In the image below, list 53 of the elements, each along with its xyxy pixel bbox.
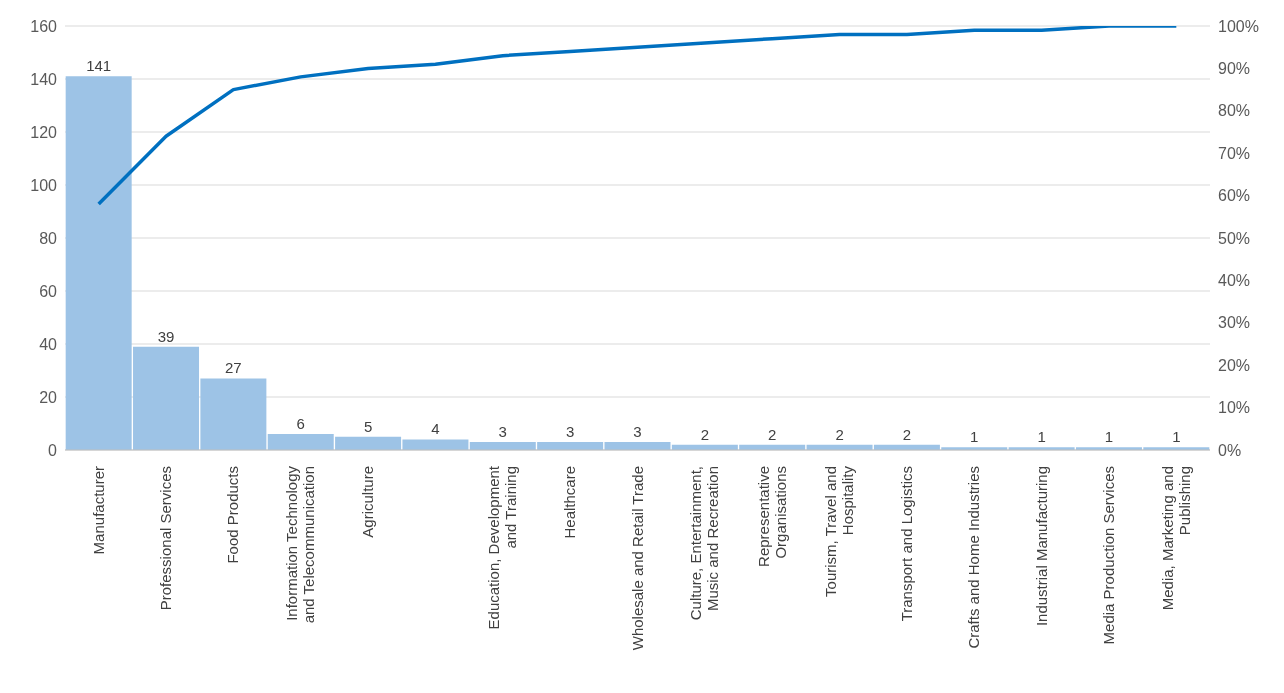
y-tick-label: 40 (39, 335, 58, 353)
y2-tick-label: 0% (1218, 441, 1242, 459)
x-tick-label: Representative Organisations (754, 466, 789, 567)
data-label: 2 (835, 425, 844, 443)
data-label: 141 (86, 57, 112, 75)
x-tick-label: Industrial Manufacturing (1032, 466, 1050, 627)
y-tick-label: 140 (30, 70, 58, 88)
x-tick-label: Culture, Entertainment, Music and Recreation (687, 466, 722, 621)
y2-tick-label: 100% (1218, 17, 1259, 35)
data-label: 1 (1037, 428, 1046, 446)
x-tick-label: Crafts and Home Industries (965, 466, 983, 649)
y-tick-label: 60 (39, 282, 58, 300)
data-label: 39 (157, 327, 175, 345)
y2-tick-label: 80% (1218, 102, 1251, 120)
x-tick-label: Media, Marketing and Publishing (1158, 466, 1193, 611)
x-tick-label: Media Production Services (1099, 466, 1117, 645)
x-tick-label: Education, Development and Training (485, 465, 520, 630)
data-label: 4 (431, 420, 440, 438)
y2-tick-label: 10% (1218, 399, 1251, 417)
data-label: 3 (633, 423, 642, 441)
data-label: 1 (1172, 428, 1181, 446)
data-label: 2 (768, 425, 777, 443)
y2-tick-label: 30% (1218, 314, 1251, 332)
data-label: 6 (296, 415, 305, 433)
y2-tick-label: 70% (1218, 144, 1251, 162)
data-label: 3 (498, 423, 507, 441)
data-label: 2 (902, 425, 912, 443)
x-tick-label: Wholesale and Retail Trade (628, 466, 646, 651)
x-tick-label: Food Products (224, 466, 242, 564)
y2-tick-label: 60% (1218, 187, 1251, 205)
y2-tick-label: 90% (1218, 60, 1251, 78)
data-label: 2 (700, 425, 710, 443)
y-tick-label: 0 (48, 441, 58, 459)
y-tick-label: 120 (30, 123, 58, 141)
x-tick-label: Tourism, Travel and Hospitality (822, 465, 857, 597)
x-tick-label: Transport and Logistics (897, 466, 915, 622)
x-tick-label: Manufacturer (89, 466, 107, 555)
data-label: 5 (363, 417, 373, 435)
x-tick-label: Professional Services (157, 466, 175, 611)
y2-tick-label: 40% (1218, 272, 1251, 290)
x-tick-label: Information Technology and Telecommunication (283, 465, 318, 624)
y2-tick-label: 50% (1218, 229, 1251, 247)
y-tick-label: 100 (30, 176, 58, 194)
data-label: 1 (1104, 428, 1114, 446)
x-tick-label: Agriculture (359, 466, 377, 538)
data-label: 1 (970, 428, 979, 446)
y-tick-label: 20 (39, 388, 58, 406)
y2-tick-label: 20% (1218, 356, 1251, 374)
x-tick-label: Healthcare (561, 466, 579, 539)
y-tick-label: 80 (39, 229, 58, 247)
data-label: 3 (565, 423, 575, 441)
y-tick-label: 160 (30, 17, 58, 35)
data-label: 27 (225, 359, 242, 377)
